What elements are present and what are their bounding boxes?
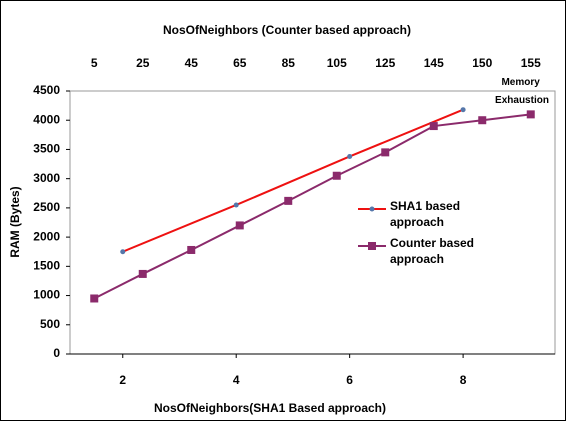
line — [93, 113, 531, 300]
annotation: Memory Exhaustion — [495, 77, 549, 106]
x-axis-title: NosOfNeighbors(SHA1 Based approach) — [154, 401, 386, 415]
y-tick-label: 3500 — [33, 142, 60, 156]
y-tick-label: 500 — [40, 317, 60, 331]
y-tick-label: 4000 — [33, 112, 60, 126]
legend-label: SHA1 based approach — [390, 199, 463, 229]
y-tick-label: 1500 — [33, 259, 60, 273]
x2-tick-label: 105 — [327, 56, 347, 70]
point — [526, 110, 535, 119]
x2-tick-label: 150 — [472, 56, 492, 70]
y-tick-label: 0 — [53, 346, 60, 360]
y-axis-title: RAM (Bytes) — [8, 186, 22, 257]
x2-tick-label: 155 — [521, 56, 541, 70]
point — [347, 153, 353, 159]
x2-axis-title: NosOfNeighbors (Counter based approach) — [163, 23, 411, 37]
point — [120, 249, 126, 255]
x2-tick-label: 5 — [91, 56, 98, 70]
y-tick-label: 3000 — [33, 171, 60, 185]
y-tick-label: 2500 — [33, 200, 60, 214]
x2-tick-label: 45 — [185, 56, 199, 70]
line — [122, 108, 464, 253]
point — [332, 171, 341, 180]
point — [90, 294, 99, 303]
x2-tick-label: 125 — [375, 56, 395, 70]
point — [460, 107, 466, 113]
x-tick-label: 4 — [233, 373, 240, 387]
point — [429, 122, 438, 131]
x2-tick-label: 85 — [282, 56, 296, 70]
legend-label: Counter based approach — [390, 236, 477, 266]
x2-tick-label: 65 — [233, 56, 247, 70]
x-tick-label: 8 — [460, 373, 467, 387]
x2-tick-label: 25 — [136, 56, 150, 70]
point — [233, 202, 239, 208]
x2-tick-label: 145 — [424, 56, 444, 70]
point — [381, 148, 390, 157]
point — [235, 221, 244, 230]
legend-marker — [368, 242, 376, 250]
point — [478, 116, 487, 125]
x-tick-label: 2 — [119, 373, 126, 387]
x-tick-label: 6 — [346, 373, 353, 387]
point — [284, 196, 293, 205]
y-tick-label: 1000 — [33, 288, 60, 302]
point — [187, 245, 196, 254]
y-tick-label: 4500 — [33, 83, 60, 97]
point — [138, 269, 147, 278]
legend-marker — [369, 206, 375, 212]
y-tick-label: 2000 — [33, 229, 60, 243]
